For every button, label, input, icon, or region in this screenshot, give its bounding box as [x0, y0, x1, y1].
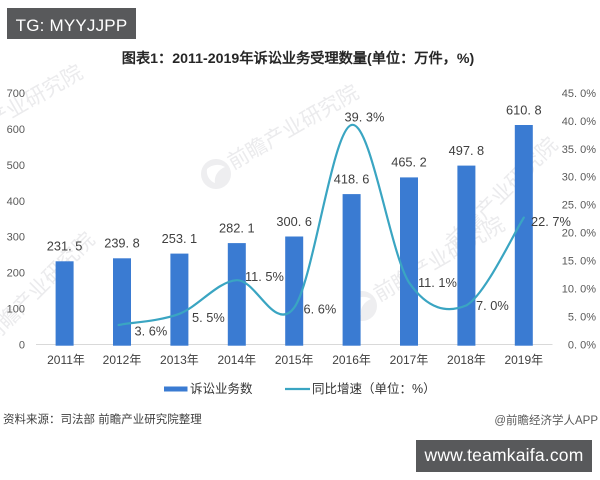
svg-text:前瞻产业研究院: 前瞻产业研究院 — [224, 81, 363, 174]
svg-text:2014年: 2014年 — [217, 353, 256, 367]
svg-text:610. 8: 610. 8 — [506, 102, 542, 117]
svg-text:700: 700 — [7, 88, 25, 100]
svg-text:2012年: 2012年 — [103, 353, 142, 367]
svg-text:2017年: 2017年 — [390, 353, 429, 367]
svg-text:11. 1%: 11. 1% — [418, 275, 457, 290]
svg-text:100: 100 — [7, 304, 25, 316]
svg-text:0: 0 — [19, 340, 25, 352]
svg-text:前瞻产业研究院: 前瞻产业研究院 — [0, 61, 87, 154]
svg-text:45. 0%: 45. 0% — [562, 88, 596, 100]
svg-text:6. 6%: 6. 6% — [304, 302, 337, 317]
svg-text:7. 0%: 7. 0% — [476, 298, 509, 313]
svg-text:11. 5%: 11. 5% — [245, 269, 284, 284]
svg-text:0. 0%: 0. 0% — [568, 339, 596, 351]
svg-text:239. 8: 239. 8 — [104, 236, 140, 251]
svg-text:35. 0%: 35. 0% — [562, 144, 596, 156]
svg-text:40. 0%: 40. 0% — [562, 116, 596, 128]
svg-text:200: 200 — [7, 268, 25, 280]
svg-text:300: 300 — [7, 232, 25, 244]
svg-text:3. 6%: 3. 6% — [135, 324, 168, 339]
svg-text:418. 6: 418. 6 — [334, 171, 370, 186]
svg-text:2013年: 2013年 — [160, 353, 199, 367]
svg-text:22. 7%: 22. 7% — [531, 214, 571, 229]
svg-text:2011年: 2011年 — [47, 353, 85, 367]
svg-text:39. 3%: 39. 3% — [345, 110, 385, 125]
svg-text:30. 0%: 30. 0% — [562, 172, 596, 184]
svg-text:231. 5: 231. 5 — [47, 239, 83, 254]
svg-text:5. 0%: 5. 0% — [568, 312, 596, 324]
svg-text:2016年: 2016年 — [332, 353, 371, 367]
svg-text:10. 0%: 10. 0% — [562, 284, 596, 296]
svg-text:5. 5%: 5. 5% — [192, 310, 225, 325]
svg-text:465. 2: 465. 2 — [391, 155, 427, 170]
svg-text:282. 1: 282. 1 — [219, 220, 255, 235]
svg-text:25. 0%: 25. 0% — [562, 200, 596, 212]
svg-text:2015年: 2015年 — [275, 353, 314, 367]
svg-text:2019年: 2019年 — [504, 353, 543, 367]
svg-text:600: 600 — [7, 124, 25, 136]
svg-text:2018年: 2018年 — [447, 353, 486, 367]
svg-text:20. 0%: 20. 0% — [562, 228, 596, 240]
svg-text:253. 1: 253. 1 — [162, 231, 198, 246]
svg-text:500: 500 — [7, 160, 25, 172]
svg-text:300. 6: 300. 6 — [276, 214, 312, 229]
svg-text:同比增速（单位：%）: 同比增速（单位：%） — [312, 381, 436, 396]
svg-text:400: 400 — [7, 196, 25, 208]
svg-text:诉讼业务数: 诉讼业务数 — [190, 381, 253, 396]
svg-text:497. 8: 497. 8 — [449, 143, 485, 158]
svg-text:15. 0%: 15. 0% — [562, 256, 596, 268]
